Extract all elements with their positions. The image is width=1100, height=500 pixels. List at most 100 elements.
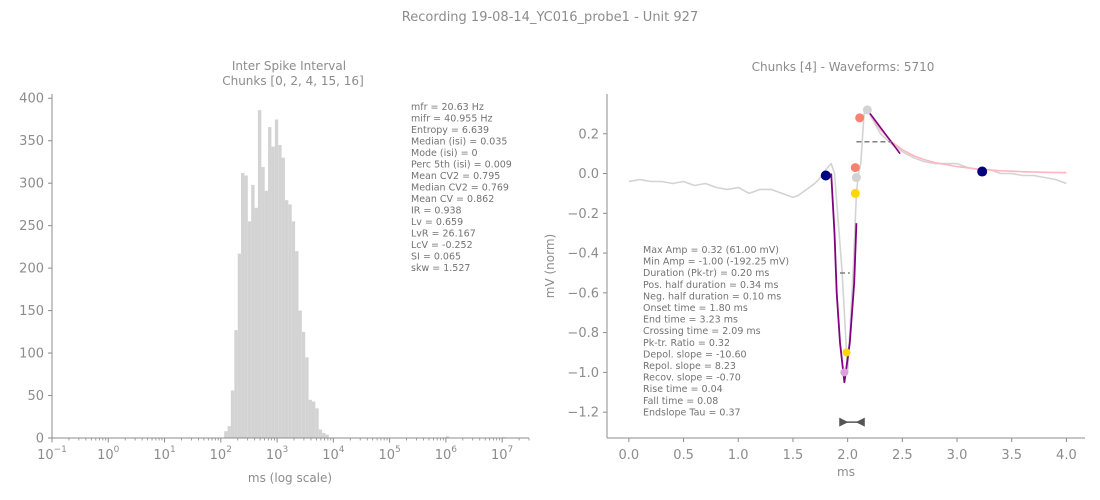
isi-stat-line: skw = 1.527 [411, 263, 470, 274]
waveform-stat-line: Depol. slope = -10.60 [643, 349, 747, 360]
isi-bar [227, 426, 231, 438]
isi-x-tick-label: 103 [266, 445, 288, 463]
isi-bar [315, 408, 319, 438]
isi-y-tick-label: 50 [27, 389, 44, 404]
isi-bar [284, 200, 289, 438]
isi-y-tick-label: 350 [19, 134, 44, 149]
isi-axes: 0 50 100 150 200 250 300 350 400 10−1 100 101 102 103… [19, 92, 530, 463]
isi-bar [268, 127, 272, 439]
isi-bars [224, 110, 506, 439]
duration-bar-end-arrow [855, 417, 865, 427]
isi-bar [318, 429, 323, 438]
isi-stat-line: IR = 0.938 [411, 206, 462, 217]
waveform-y-axis-label: mV (norm) [543, 234, 557, 298]
isi-bar [271, 146, 275, 438]
repolarization-line [866, 109, 901, 155]
isi-y-tick-label: 100 [19, 347, 44, 362]
isi-x-tick-label: 10−1 [37, 445, 67, 463]
waveform-stat-line: Crossing time = 2.09 ms [643, 326, 761, 337]
isi-bar [295, 251, 299, 438]
isi-x-tick-label: 102 [210, 445, 232, 463]
waveform-stat-line: Endslope Tau = 0.37 [643, 407, 741, 418]
isi-x-tick-label: 104 [322, 445, 345, 463]
duration-bar-start-arrow [839, 417, 849, 427]
isi-bar [298, 310, 302, 438]
isi-chart-title: Inter Spike Interval [232, 59, 346, 73]
isi-y-tick-label: 0 [36, 432, 44, 447]
repol-point-marker [850, 163, 860, 173]
waveform-x-tick-label: 0.5 [673, 448, 694, 463]
isi-bar [230, 390, 235, 438]
isi-bar [274, 119, 279, 439]
isi-bar [251, 184, 255, 438]
isi-stat-line: Mean CV2 = 0.795 [411, 171, 500, 182]
isi-bar [288, 204, 292, 438]
waveform-stat-line: Min Amp = -1.00 (-192.25 mV) [643, 257, 789, 268]
isi-bar [261, 167, 265, 438]
isi-x-tick-label: 100 [97, 445, 120, 463]
isi-bar [278, 144, 282, 439]
isi-bar [241, 172, 245, 438]
waveform-x-tick-label: 2.0 [837, 448, 858, 463]
waveform-y-tick-label: −1.0 [567, 366, 599, 381]
isi-x-axis-label: ms (log scale) [248, 471, 332, 485]
isi-x-tick-label: 101 [153, 445, 175, 463]
waveform-x-tick-label: 3.5 [1001, 448, 1022, 463]
isi-stat-line: Median (isi) = 0.035 [411, 137, 507, 148]
waveform-stat-line: Neg. half duration = 0.10 ms [643, 291, 781, 302]
waveform-x-tick-label: 1.5 [783, 448, 804, 463]
isi-stat-line: mifr = 40.955 Hz [411, 114, 493, 125]
isi-bar [281, 157, 285, 438]
waveform-stat-line: Pk-tr. Ratio = 0.32 [643, 338, 730, 349]
isi-bar [305, 357, 309, 438]
isi-stat-line: Mean CV = 0.862 [411, 194, 494, 205]
isi-bar [311, 401, 316, 438]
waveform-y-tick-label: −0.4 [567, 247, 599, 262]
isi-bar [322, 432, 326, 438]
waveform-y-tick-label: −0.2 [567, 207, 599, 222]
isi-stat-line: LvR = 26.167 [411, 229, 476, 240]
waveform-y-tick-label: −0.6 [567, 286, 599, 301]
isi-x-tick-label: 107 [491, 445, 513, 463]
waveform-x-tick-label: 3.0 [947, 448, 968, 463]
isi-x-tick-label: 106 [435, 445, 458, 463]
isi-bar [445, 436, 450, 438]
trough-fit-line [830, 173, 858, 384]
waveform-stat-line: Max Amp = 0.32 (61.00 mV) [643, 245, 779, 256]
isi-stat-line: Entropy = 6.639 [411, 125, 489, 136]
peak-marker [862, 105, 872, 115]
isi-bar [237, 253, 242, 438]
waveform-stats-annotation: Max Amp = 0.32 (61.00 mV)Min Amp = -1.00… [643, 245, 789, 418]
waveform-y-tick-label: −0.8 [567, 326, 599, 341]
isi-y-tick-label: 150 [19, 304, 44, 319]
mid-point-marker [851, 173, 861, 183]
isi-x-tick-label: 105 [378, 445, 400, 463]
isi-bar [264, 190, 269, 438]
isi-stat-line: Median CV2 = 0.769 [411, 183, 509, 194]
trough-crossing-marker [842, 348, 851, 357]
onset-marker [820, 170, 831, 181]
peak-pre-marker [855, 113, 865, 123]
end-marker [977, 166, 988, 177]
waveform-stat-line: Onset time = 1.80 ms [643, 303, 748, 314]
isi-bar [291, 221, 296, 438]
isi-y-tick-label: 300 [19, 177, 44, 192]
waveform-stat-line: Repol. slope = 8.23 [643, 361, 736, 372]
isi-histogram-panel: Inter Spike Interval Chunks [0, 2, 4, 15… [19, 59, 530, 485]
isi-chart-subtitle: Chunks [0, 2, 4, 15, 16] [222, 74, 364, 88]
trough-marker [840, 368, 849, 377]
waveform-y-tick-label: 0.2 [578, 127, 599, 142]
waveform-stat-line: Rise time = 0.04 [643, 384, 723, 395]
isi-bar [254, 207, 258, 438]
decay-fit-line [868, 113, 1067, 174]
isi-bar [325, 434, 329, 438]
isi-bar [224, 431, 228, 438]
isi-bar [301, 331, 306, 438]
waveform-panel: Chunks [4] - Waveforms: 5710 −1.2 −1.0 −0.… [543, 60, 1085, 479]
isi-stat-line: Mode (isi) = 0 [411, 148, 478, 159]
waveform-stat-line: Duration (Pk-tr) = 0.20 ms [643, 268, 769, 279]
crossing-marker [850, 188, 860, 198]
isi-bar [257, 110, 262, 438]
